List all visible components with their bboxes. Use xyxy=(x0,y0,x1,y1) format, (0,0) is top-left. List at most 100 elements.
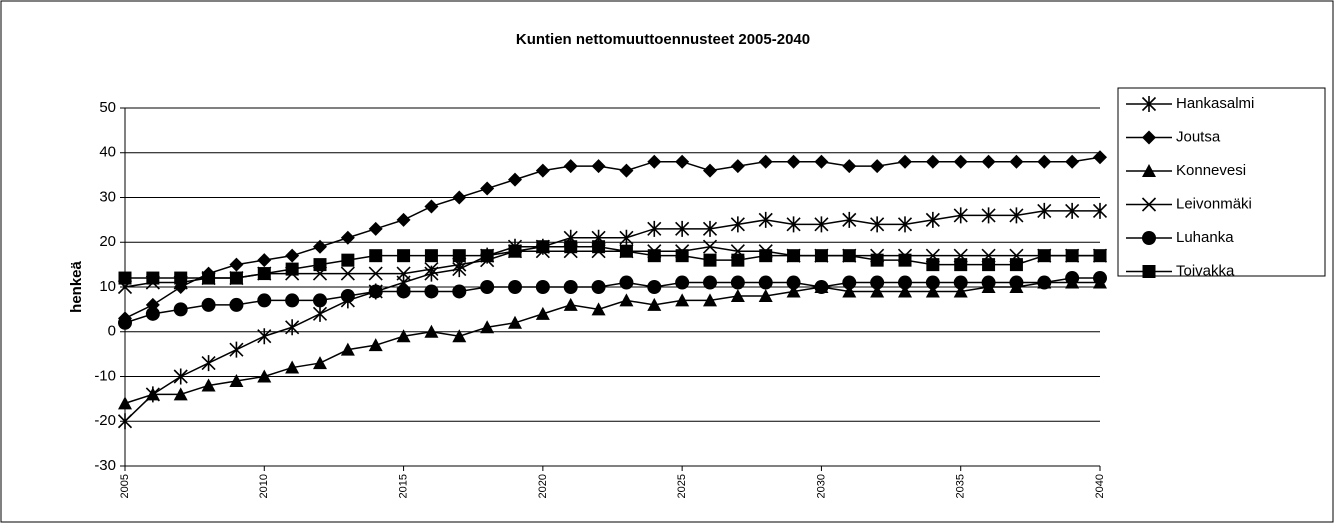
x-tick-label: 2025 xyxy=(676,474,688,498)
marker xyxy=(619,244,633,258)
marker xyxy=(647,220,662,237)
marker xyxy=(118,315,132,330)
marker xyxy=(926,258,940,272)
marker xyxy=(285,248,300,263)
marker xyxy=(731,253,745,267)
marker xyxy=(758,211,773,228)
marker xyxy=(312,305,328,322)
marker xyxy=(953,154,968,169)
marker xyxy=(508,244,522,258)
marker xyxy=(1065,154,1080,169)
marker xyxy=(424,249,438,263)
marker xyxy=(1037,202,1052,219)
marker xyxy=(898,275,912,290)
marker xyxy=(1009,207,1024,224)
marker xyxy=(786,216,801,233)
marker xyxy=(229,341,244,358)
marker xyxy=(703,253,717,267)
marker xyxy=(814,154,829,169)
marker xyxy=(1009,258,1023,272)
marker xyxy=(870,159,885,174)
marker xyxy=(647,249,661,263)
marker xyxy=(368,221,383,236)
marker xyxy=(397,249,411,263)
marker xyxy=(758,154,773,169)
marker xyxy=(1009,275,1024,290)
marker xyxy=(925,275,940,290)
legend-marker xyxy=(1142,164,1156,177)
marker xyxy=(758,288,773,302)
y-axis-label: henkeä xyxy=(68,260,85,312)
marker xyxy=(982,258,996,272)
marker xyxy=(702,239,718,254)
x-tick-label: 2035 xyxy=(955,474,967,498)
marker xyxy=(201,378,216,392)
legend-marker xyxy=(1142,231,1156,245)
marker xyxy=(870,284,885,298)
marker xyxy=(925,211,940,228)
marker xyxy=(619,293,634,307)
marker xyxy=(898,253,912,267)
legend-marker xyxy=(1142,130,1156,145)
marker xyxy=(535,163,550,178)
x-tick-label: 2005 xyxy=(119,474,131,498)
legend-box xyxy=(1117,87,1326,277)
marker xyxy=(229,257,244,272)
marker xyxy=(647,280,662,294)
legend-marker xyxy=(1141,197,1157,212)
marker xyxy=(202,271,216,285)
marker xyxy=(285,319,300,336)
marker xyxy=(814,249,828,263)
marker xyxy=(536,240,550,254)
marker xyxy=(814,216,829,233)
marker xyxy=(257,253,272,268)
marker xyxy=(145,387,160,401)
marker xyxy=(563,159,578,174)
marker xyxy=(842,284,857,298)
marker xyxy=(480,320,495,334)
marker xyxy=(619,275,634,290)
marker xyxy=(953,207,968,224)
marker xyxy=(786,154,801,169)
y-tick-label: 40 xyxy=(99,144,116,161)
y-tick-label: 30 xyxy=(99,188,116,205)
marker xyxy=(619,229,634,246)
y-tick-label: 10 xyxy=(99,278,116,295)
marker xyxy=(730,288,745,302)
marker xyxy=(535,280,550,294)
marker xyxy=(953,275,968,290)
y-tick-label: 20 xyxy=(99,233,116,250)
legend-text: Joutsa xyxy=(1176,128,1221,145)
marker xyxy=(842,159,857,174)
marker xyxy=(229,297,244,312)
marker xyxy=(396,266,411,281)
chart-title: Kuntien nettomuuttoennusteet 2005-2040 xyxy=(516,31,810,48)
x-tick-label: 2030 xyxy=(815,474,827,498)
marker xyxy=(703,163,717,178)
legend-marker xyxy=(1142,265,1156,278)
marker xyxy=(675,275,690,290)
marker xyxy=(842,211,857,228)
marker xyxy=(201,355,216,372)
marker xyxy=(285,360,300,374)
marker xyxy=(870,216,885,233)
marker xyxy=(201,297,216,312)
marker xyxy=(1092,202,1108,219)
marker xyxy=(173,302,188,317)
marker xyxy=(954,258,968,272)
marker xyxy=(898,154,912,169)
marker xyxy=(452,190,467,205)
marker xyxy=(396,284,411,299)
marker xyxy=(508,172,522,187)
marker xyxy=(173,387,188,401)
marker xyxy=(981,207,996,224)
marker xyxy=(897,216,913,233)
y-tick-label: -20 xyxy=(94,412,116,429)
marker xyxy=(368,338,383,352)
marker xyxy=(1009,154,1024,169)
legend-marker xyxy=(1141,96,1157,112)
marker xyxy=(340,342,355,356)
marker xyxy=(340,288,355,303)
